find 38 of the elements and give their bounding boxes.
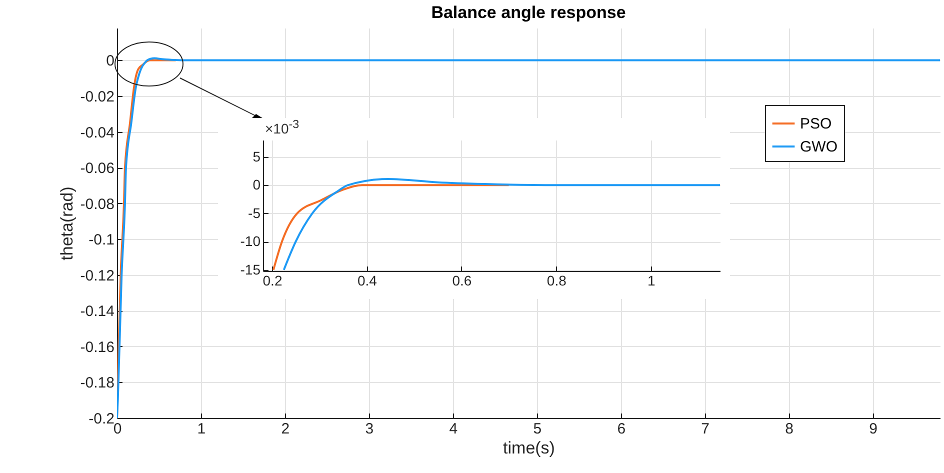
line-series bbox=[272, 184, 510, 271]
y-axis-title: theta(rad) bbox=[57, 186, 76, 260]
x-tick-label: 0.6 bbox=[452, 272, 472, 288]
y-tick-label: -5 bbox=[248, 204, 261, 221]
x-axis-title: time(s) bbox=[503, 438, 555, 458]
y-tick-label: 0 bbox=[106, 52, 114, 70]
x-tick-label: 9 bbox=[869, 420, 878, 438]
y-tick-label: -0.2 bbox=[88, 410, 114, 428]
x-tick-label: 1 bbox=[647, 272, 656, 288]
x-tick-label: 0.8 bbox=[546, 272, 567, 288]
y-tick-label: 0 bbox=[252, 176, 261, 193]
x-tick-label: 7 bbox=[701, 420, 710, 438]
x-tick-label: 0.2 bbox=[262, 272, 282, 288]
y-tick-label: -0.02 bbox=[80, 88, 114, 106]
y-tick-label: -10 bbox=[240, 233, 261, 250]
x-tick-label: 1 bbox=[197, 420, 206, 438]
x-tick-label: 8 bbox=[785, 420, 794, 438]
y-tick-label: -0.1 bbox=[88, 232, 114, 249]
x-tick-label: 3 bbox=[365, 420, 374, 438]
y-tick-label: -0.06 bbox=[80, 160, 114, 178]
x-tick-label: 5 bbox=[533, 420, 542, 438]
annotation: ×10$^{-3}$ bbox=[265, 118, 300, 137]
x-tick-label: 4 bbox=[449, 420, 458, 438]
y-tick-label: -0.18 bbox=[80, 374, 114, 392]
y-tick-label: -0.12 bbox=[80, 267, 114, 284]
x-tick-label: 0.4 bbox=[357, 272, 378, 288]
x-tick-label: 2 bbox=[281, 420, 290, 438]
line-series bbox=[282, 178, 720, 271]
y-tick-label: -0.16 bbox=[80, 338, 114, 356]
y-tick-label: -0.08 bbox=[80, 196, 114, 213]
y-tick-label: -15 bbox=[240, 261, 261, 278]
legend-label: GWO bbox=[800, 138, 838, 156]
x-tick-label: 6 bbox=[617, 420, 626, 438]
y-tick-label: 5 bbox=[252, 148, 261, 164]
y-tick-label: -0.04 bbox=[80, 124, 114, 142]
chart-title: Balance angle response bbox=[431, 3, 626, 22]
y-tick-label: -0.14 bbox=[80, 303, 114, 320]
legend-label: PSO bbox=[800, 116, 832, 132]
